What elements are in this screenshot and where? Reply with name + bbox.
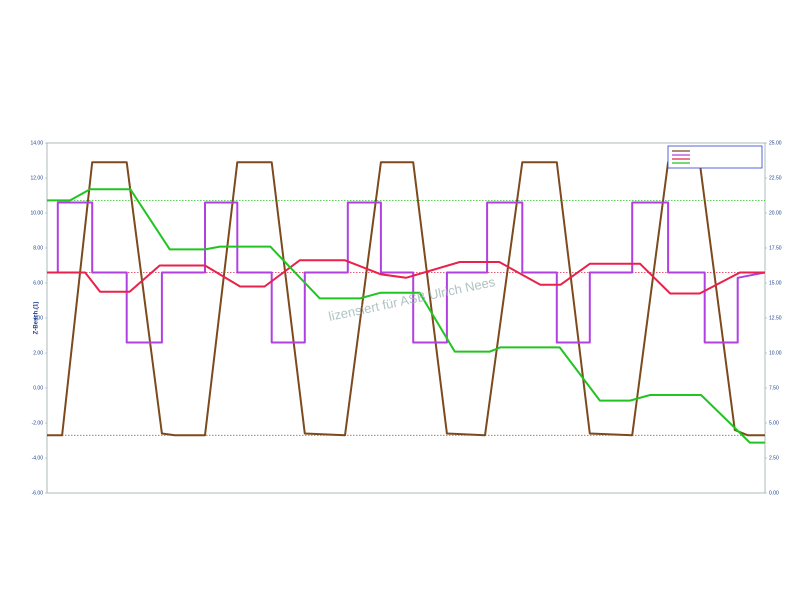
y2-tick-label: 2.50 — [769, 455, 779, 461]
y-axis-title: Z-Besch.(1) — [34, 302, 40, 335]
y2-tick-label: 10.00 — [769, 350, 782, 356]
y-tick-label: 12.00 — [30, 175, 43, 181]
y2-tick-label: 0.00 — [769, 490, 779, 496]
series-line — [47, 188, 765, 444]
y2-tick-label: 15.00 — [769, 280, 782, 286]
y-tick-label: 0.00 — [33, 385, 43, 391]
y2-tick-label: 25.00 — [769, 140, 782, 146]
series-line — [47, 201, 766, 344]
y-tick-label: 6.00 — [33, 280, 43, 286]
y-tick-label: 4.00 — [33, 315, 43, 321]
legend — [667, 145, 763, 169]
y2-tick-label: 22.50 — [769, 175, 782, 181]
y2-tick-label: 7.50 — [769, 385, 779, 391]
y2-tick-label: 20.00 — [769, 210, 782, 216]
y-tick-label: 2.00 — [33, 350, 43, 356]
y-tick-label: 10.00 — [30, 210, 43, 216]
y-tick-label: -4.00 — [32, 455, 44, 461]
y2-tick-label: 5.00 — [769, 420, 779, 426]
y2-tick-label: 17.50 — [769, 245, 782, 251]
y2-tick-label: 12.50 — [769, 315, 782, 321]
y-tick-label: 14.00 — [30, 140, 43, 146]
series-line — [47, 259, 765, 295]
plot-area: 14.00 12.00 10.00 8.00 6.00 4.00 2.00 0.00 -2.00… — [30, 140, 781, 496]
y-tick-label: -6.00 — [32, 490, 44, 496]
y-tick-label: 8.00 — [33, 245, 43, 251]
y-tick-label: -2.00 — [32, 420, 44, 426]
